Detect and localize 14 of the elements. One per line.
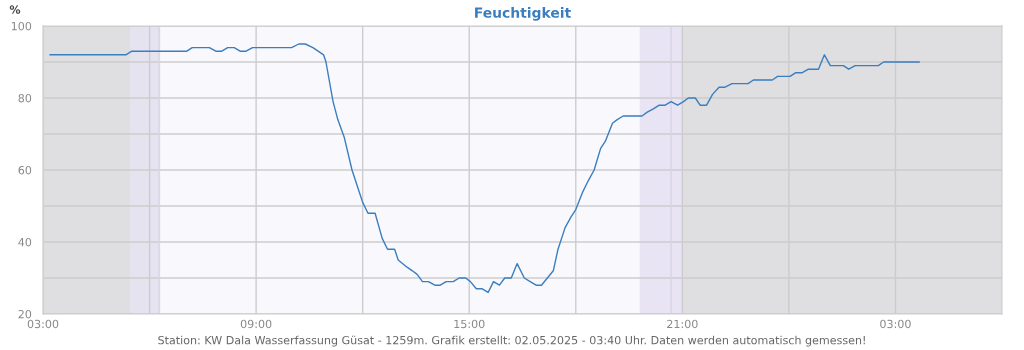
y-tick-label: 80 bbox=[18, 93, 32, 103]
x-tick-label: 15:00 bbox=[454, 319, 485, 329]
x-tick-label: 03:00 bbox=[27, 319, 59, 329]
y-tick-label: 60 bbox=[18, 165, 32, 175]
y-axis-title: % bbox=[9, 5, 21, 14]
x-tick-label: 09:00 bbox=[240, 319, 272, 329]
text: Station: KW Dala Wasserfassung Güsat - 1259m. Grafik erstellt: 02.05.2025 - 03:40 Uhr. Daten werden automatisch gemessen! bbox=[158, 335, 865, 347]
line-series bbox=[49, 43, 920, 294]
y-tick-label: 40 bbox=[18, 237, 32, 247]
x-tick-label: 03:00 bbox=[880, 319, 911, 329]
y-tick-label: 100 bbox=[11, 21, 32, 31]
chart-title: Feuchtigkeit bbox=[475, 7, 571, 21]
y-tick-label: 20 bbox=[18, 309, 32, 319]
x-tick-label: 21:00 bbox=[667, 319, 698, 329]
